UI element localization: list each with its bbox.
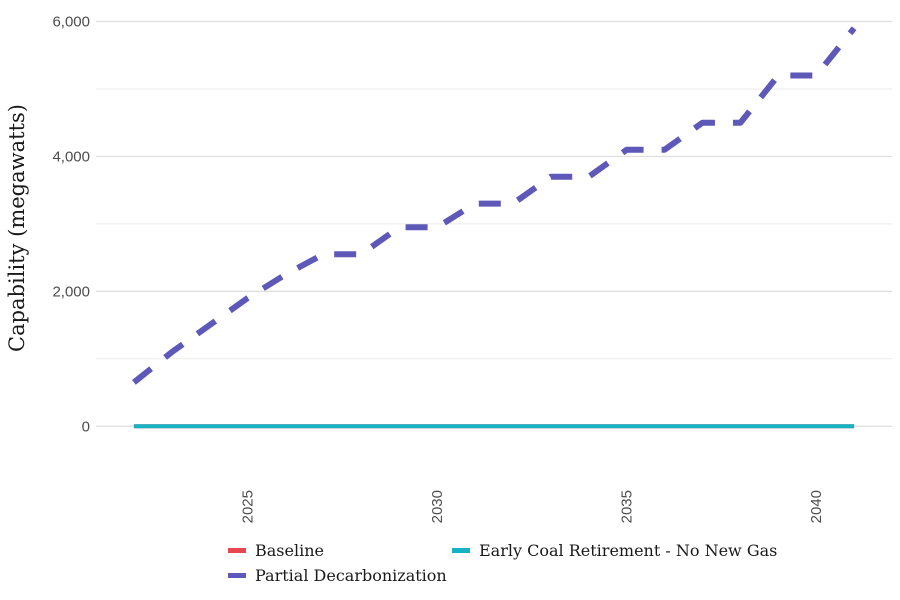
legend: Baseline Partial Decarbonization Early C… xyxy=(228,538,828,594)
y-tick-label: 6,000 xyxy=(52,13,90,30)
legend-item-partial-decarbonization: Partial Decarbonization xyxy=(228,563,447,587)
x-tick-label: 2035 xyxy=(619,490,636,523)
y-tick-label: 0 xyxy=(82,418,90,435)
x-tick-label: 2030 xyxy=(429,490,446,523)
line-chart: 0 2,000 4,000 6,000 2025 2030 2035 2040 Capabi… xyxy=(5,13,892,523)
legend-label-partial-decarbonization: Partial Decarbonization xyxy=(255,565,447,585)
x-tick-labels: 2025 2030 2035 2040 xyxy=(240,490,826,523)
x-tick-label: 2040 xyxy=(808,490,825,523)
series-lines xyxy=(132,26,857,429)
legend-item-early-coal-retirement: Early Coal Retirement - No New Gas xyxy=(452,538,777,562)
legend-label-early-coal-retirement: Early Coal Retirement - No New Gas xyxy=(479,540,778,560)
legend-key-baseline xyxy=(228,547,246,553)
y-tick-label: 4,000 xyxy=(52,148,90,165)
y-tick-labels: 0 2,000 4,000 6,000 xyxy=(52,13,90,435)
x-tick-label: 2025 xyxy=(240,490,257,523)
legend-label-baseline: Baseline xyxy=(255,540,324,560)
series-line-partial-decarbonization xyxy=(132,26,857,385)
legend-item-baseline: Baseline xyxy=(228,538,324,562)
legend-key-partial-decarbonization xyxy=(228,572,246,578)
y-axis-title: Capability (megawatts) xyxy=(5,104,29,352)
y-tick-label: 2,000 xyxy=(52,283,90,300)
legend-key-early-coal-retirement xyxy=(452,547,470,553)
